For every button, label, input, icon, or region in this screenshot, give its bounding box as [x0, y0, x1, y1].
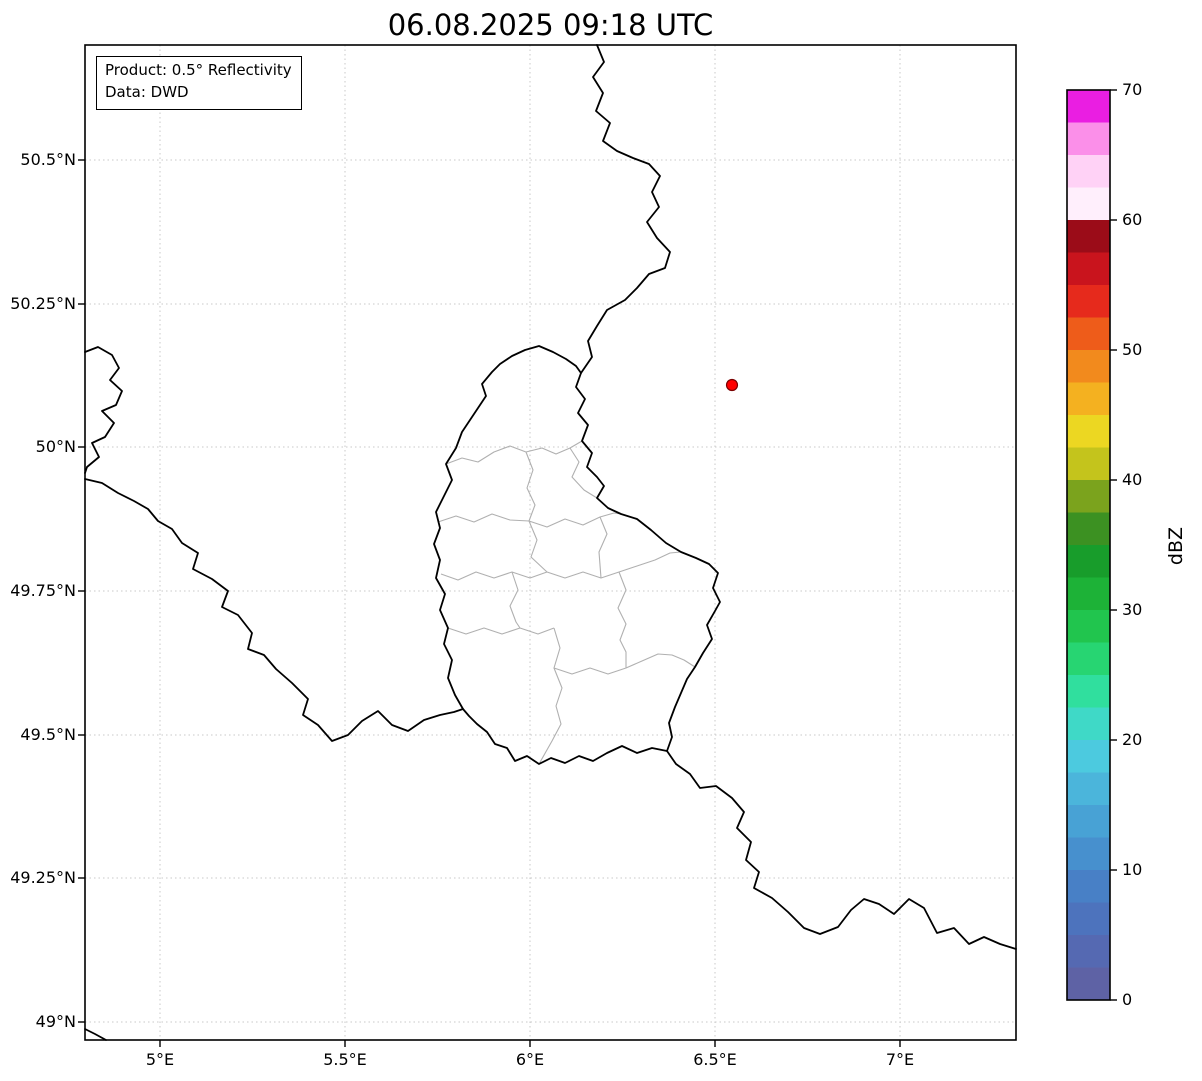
x-tick-label: 7°E — [885, 1050, 915, 1069]
y-tick-label: 49.25°N — [10, 868, 76, 887]
belgium-germany-border — [580, 44, 671, 374]
y-axis-ticks — [78, 159, 85, 1023]
plot-title: 06.08.2025 09:18 UTC — [387, 8, 714, 42]
country-borders — [84, 44, 1017, 1041]
colorbar-tick-label: 70 — [1122, 80, 1143, 99]
colorbar-gradient — [1067, 90, 1110, 1000]
x-tick-label: 6°E — [515, 1050, 545, 1069]
y-tick-label: 50°N — [35, 437, 76, 456]
info-box: Product: 0.5° Reflectivity Data: DWD — [96, 56, 302, 110]
y-tick-label: 49.5°N — [20, 725, 76, 744]
grid-lines — [85, 45, 1016, 1040]
france-germany-border — [666, 750, 1017, 950]
colorbar-tick-label: 10 — [1122, 860, 1143, 879]
colorbar-axis-label: dBZ — [1165, 526, 1187, 566]
luxembourg-border — [433, 345, 721, 765]
x-tick-label: 5°E — [145, 1050, 175, 1069]
colorbar-frame — [1066, 89, 1111, 1001]
plot-frame — [84, 44, 1017, 1041]
colorbar-tick-label: 30 — [1122, 600, 1143, 619]
radar-location-marker — [725, 378, 739, 392]
y-tick-label: 49°N — [35, 1012, 76, 1031]
x-tick-label: 5.5°E — [323, 1050, 367, 1069]
info-product-line: Product: 0.5° Reflectivity — [105, 61, 292, 79]
y-tick-label: 49.75°N — [10, 581, 76, 600]
givet-salient-border — [84, 346, 123, 474]
district-borders — [437, 440, 696, 765]
france-belgium-border — [84, 478, 464, 742]
y-tick-label: 50.25°N — [10, 294, 76, 313]
colorbar-tick-label: 20 — [1122, 730, 1143, 749]
colorbar-tick-label: 0 — [1122, 990, 1133, 1009]
x-tick-label: 6.5°E — [693, 1050, 737, 1069]
colorbar-tick-label: 60 — [1122, 210, 1143, 229]
corner-border-fragment — [84, 1028, 107, 1041]
x-axis-ticks — [159, 1040, 901, 1047]
colorbar-tick-label: 40 — [1122, 470, 1143, 489]
y-tick-label: 50.5°N — [20, 150, 76, 169]
colorbar-ticks — [1110, 89, 1117, 1001]
info-data-source-line: Data: DWD — [105, 82, 189, 101]
colorbar-tick-label: 50 — [1122, 340, 1143, 359]
